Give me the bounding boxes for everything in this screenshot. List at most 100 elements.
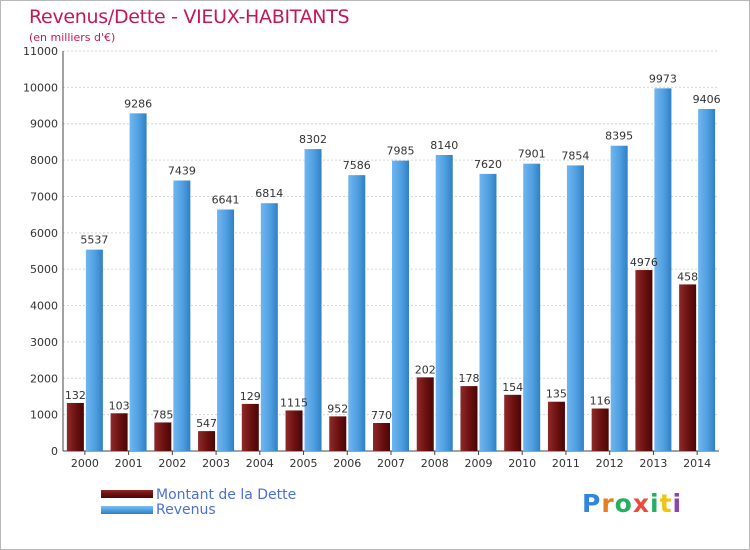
y-tick-label: 8000 bbox=[30, 154, 58, 167]
bar-revenus-2010 bbox=[523, 163, 541, 451]
data-label-dette: 178 bbox=[458, 372, 479, 385]
bar-dette-2009 bbox=[460, 386, 478, 451]
data-label-dette: 785 bbox=[152, 408, 173, 421]
bar-dette-2012 bbox=[591, 408, 609, 451]
x-tick-label: 2008 bbox=[421, 457, 449, 470]
x-tick-label: 2009 bbox=[464, 457, 492, 470]
logo-letter: P bbox=[582, 489, 602, 518]
chart-title: Revenus/Dette - VIEUX-HABITANTS bbox=[29, 6, 350, 28]
bar-dette-2013 bbox=[635, 270, 653, 451]
data-label-dette: 116 bbox=[590, 395, 611, 408]
x-tick-label: 2004 bbox=[246, 457, 274, 470]
y-tick-label: 1000 bbox=[30, 409, 58, 422]
x-tick-label: 2005 bbox=[290, 457, 318, 470]
bar-revenus-2001 bbox=[129, 113, 147, 451]
data-label-revenus: 9973 bbox=[649, 72, 677, 85]
data-label-revenus: 6641 bbox=[212, 194, 240, 207]
proxiti-logo: Proxiti bbox=[582, 489, 682, 518]
x-tick-label: 2011 bbox=[552, 457, 580, 470]
bar-revenus-2000 bbox=[85, 249, 103, 451]
bar-dette-2011 bbox=[547, 401, 565, 451]
bar-dette-2000 bbox=[66, 402, 84, 451]
bar-revenus-2011 bbox=[566, 165, 584, 451]
bar-revenus-2006 bbox=[348, 175, 366, 452]
data-label-revenus: 9406 bbox=[693, 93, 721, 106]
data-label-dette: 770 bbox=[371, 409, 392, 422]
data-label-dette: 154 bbox=[502, 381, 523, 394]
data-label-dette: 135 bbox=[546, 388, 567, 401]
x-tick-label: 2002 bbox=[158, 457, 186, 470]
data-label-dette: 1115 bbox=[280, 396, 308, 409]
bar-revenus-2007 bbox=[392, 160, 409, 452]
bar-revenus-2014 bbox=[698, 108, 716, 452]
y-tick-label: 6000 bbox=[30, 227, 58, 240]
x-tick-label: 2000 bbox=[71, 457, 99, 470]
bar-dette-2007 bbox=[373, 423, 390, 451]
x-tick-label: 2013 bbox=[639, 457, 667, 470]
bar-dette-2002 bbox=[154, 422, 172, 451]
bar-revenus-2004 bbox=[260, 203, 278, 451]
bar-revenus-2009 bbox=[479, 173, 497, 451]
data-label-dette: 132 bbox=[65, 389, 86, 402]
data-label-revenus: 6814 bbox=[255, 187, 283, 200]
bar-dette-2008 bbox=[416, 377, 434, 451]
data-label-dette: 129 bbox=[240, 390, 261, 403]
bar-revenus-2008 bbox=[435, 155, 453, 451]
legend-label-revenus: Revenus bbox=[156, 502, 216, 518]
y-tick-label: 5000 bbox=[30, 263, 58, 276]
bar-dette-2005 bbox=[285, 410, 303, 451]
legend-swatch-revenus bbox=[101, 506, 153, 514]
data-label-dette: 4976 bbox=[630, 256, 658, 269]
bar-dette-2010 bbox=[504, 394, 522, 451]
x-tick-label: 2003 bbox=[202, 457, 230, 470]
bar-revenus-2002 bbox=[173, 180, 191, 451]
legend-label-dette: Montant de la Dette bbox=[156, 487, 297, 503]
logo-letter: x bbox=[632, 489, 650, 518]
data-label-revenus: 5537 bbox=[80, 234, 108, 247]
bar-revenus-2013 bbox=[654, 88, 672, 451]
legend-swatch-dette bbox=[101, 490, 153, 498]
data-label-dette: 952 bbox=[327, 402, 348, 415]
logo-letter: o bbox=[614, 489, 633, 518]
y-tick-label: 7000 bbox=[30, 190, 58, 203]
logo-letter: i bbox=[650, 489, 660, 518]
y-tick-label: 9000 bbox=[30, 118, 58, 131]
y-tick-label: 4000 bbox=[30, 300, 58, 313]
bar-dette-2006 bbox=[329, 416, 347, 451]
data-label-revenus: 8140 bbox=[430, 139, 458, 152]
bar-dette-2001 bbox=[110, 413, 128, 451]
data-label-revenus: 8395 bbox=[605, 130, 633, 143]
chart-subtitle: (en milliers d'€) bbox=[29, 31, 116, 44]
x-tick-label: 2014 bbox=[683, 457, 711, 470]
data-label-revenus: 9286 bbox=[124, 97, 152, 110]
data-label-revenus: 7620 bbox=[474, 158, 502, 171]
y-tick-label: 0 bbox=[51, 445, 58, 458]
x-tick-label: 2007 bbox=[377, 457, 405, 470]
data-label-dette: 458 bbox=[677, 270, 698, 283]
y-tick-label: 3000 bbox=[30, 336, 58, 349]
data-label-revenus: 7586 bbox=[343, 159, 371, 172]
data-label-revenus: 7439 bbox=[168, 164, 196, 177]
data-label-dette: 202 bbox=[415, 363, 436, 376]
data-label-revenus: 8302 bbox=[299, 133, 327, 146]
bar-dette-2003 bbox=[198, 431, 216, 451]
bar-dette-2004 bbox=[241, 403, 259, 451]
y-tick-label: 2000 bbox=[30, 372, 58, 385]
x-tick-label: 2012 bbox=[596, 457, 624, 470]
bar-revenus-2012 bbox=[610, 145, 628, 451]
y-tick-label: 11000 bbox=[23, 45, 58, 58]
data-label-revenus: 7901 bbox=[518, 148, 546, 161]
data-label-revenus: 7854 bbox=[561, 149, 589, 162]
y-tick-label: 10000 bbox=[23, 81, 58, 94]
data-label-revenus: 7985 bbox=[387, 145, 415, 158]
logo-letter: t bbox=[659, 489, 673, 518]
logo-letter: i bbox=[672, 489, 683, 518]
bar-revenus-2005 bbox=[304, 149, 322, 452]
data-label-dette: 547 bbox=[196, 417, 217, 430]
bar-dette-2014 bbox=[679, 284, 697, 451]
bar-revenus-2003 bbox=[217, 209, 235, 451]
data-label-dette: 103 bbox=[109, 399, 130, 412]
x-tick-label: 2006 bbox=[333, 457, 361, 470]
